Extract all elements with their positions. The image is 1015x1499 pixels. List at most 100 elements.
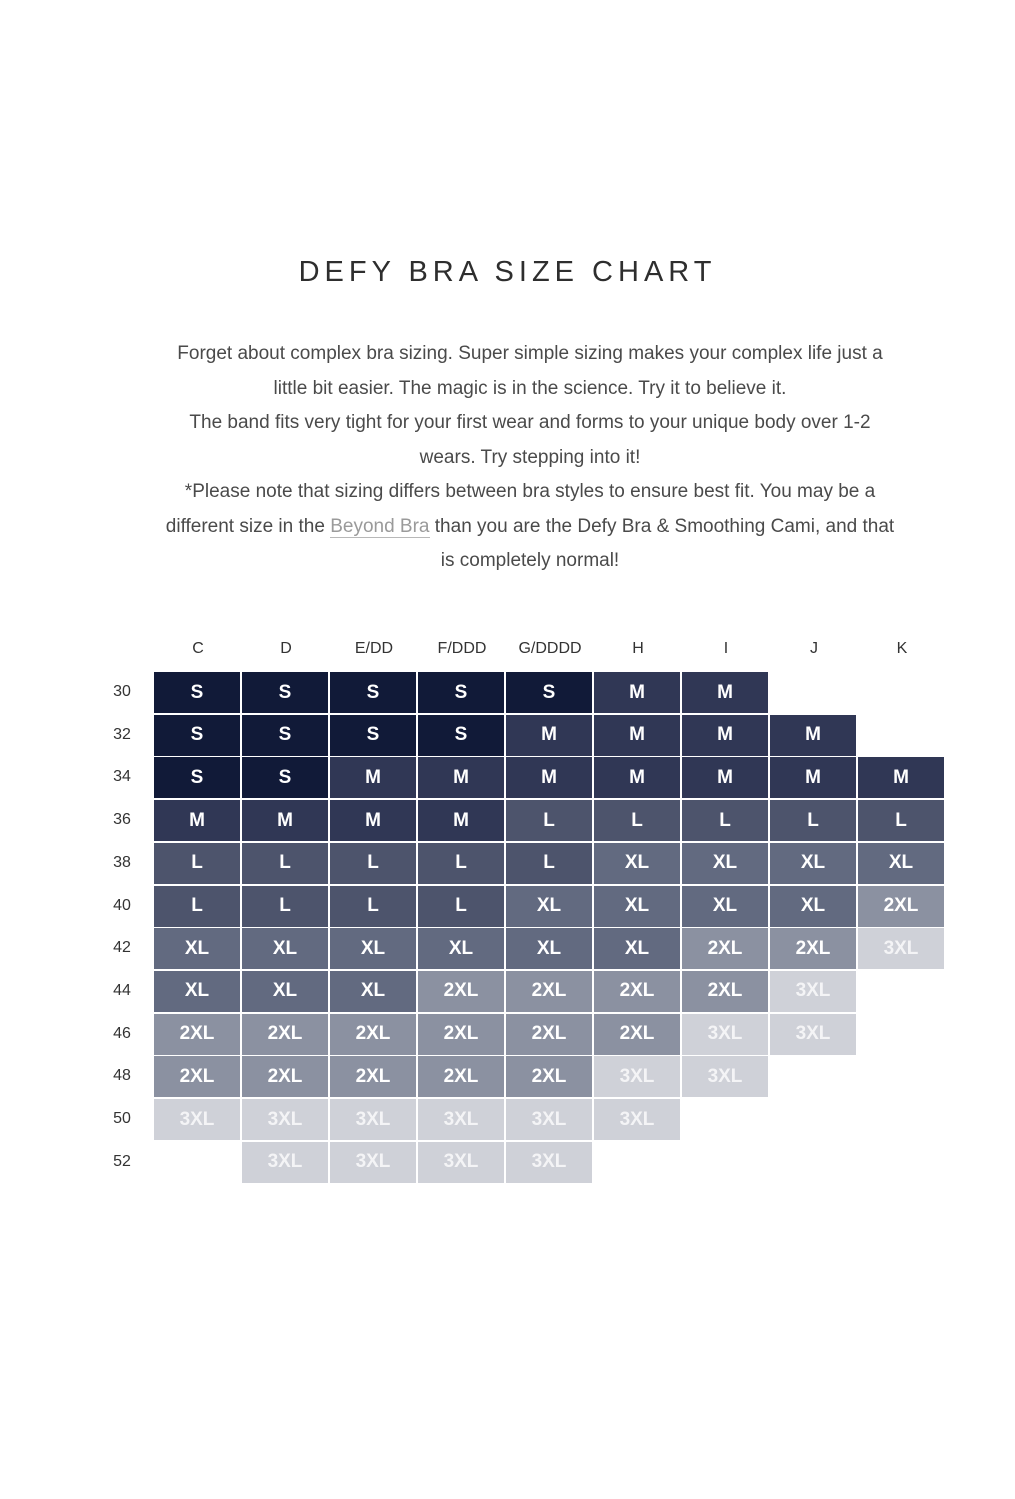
- intro-line: The band fits very tight for your first …: [189, 412, 871, 433]
- row-header: 40: [113, 896, 131, 914]
- size-cell: 3XL: [330, 1141, 416, 1183]
- size-cell: XL: [506, 928, 592, 970]
- size-cell: XL: [242, 970, 328, 1012]
- intro-line: different size in the Beyond Bra than yo…: [100, 510, 960, 545]
- column-header: J: [810, 640, 818, 657]
- size-cell: XL: [418, 928, 504, 970]
- size-cell: 2XL: [506, 970, 592, 1012]
- size-cell: 2XL: [594, 970, 680, 1012]
- size-cell: S: [242, 672, 328, 713]
- row-header: 38: [113, 853, 131, 871]
- size-cell: 2XL: [506, 1056, 592, 1098]
- size-cell: M: [858, 757, 944, 799]
- intro-line: wears. Try stepping into it!: [419, 446, 641, 468]
- size-cell: L: [418, 885, 504, 927]
- size-cell: S: [154, 714, 240, 756]
- size-cell: 3XL: [682, 1013, 768, 1055]
- size-cell: 3XL: [242, 1141, 328, 1183]
- size-cell: 3XL: [594, 1099, 680, 1140]
- size-cell: XL: [594, 928, 680, 970]
- column-header: G/DDDD: [518, 640, 582, 657]
- size-cell: L: [154, 885, 240, 927]
- intro-line: *Please note that sizing differs between…: [184, 481, 876, 502]
- size-cell: XL: [682, 842, 768, 884]
- size-cell: 2XL: [242, 1056, 328, 1098]
- size-cell: XL: [330, 928, 416, 970]
- size-cell: XL: [242, 928, 328, 970]
- beyond-bra-link[interactable]: Beyond Bra: [330, 515, 430, 538]
- column-header: E/DD: [354, 640, 394, 657]
- size-cell: L: [682, 800, 768, 842]
- size-cell: XL: [506, 885, 592, 927]
- size-cell: S: [330, 714, 416, 756]
- row-header: 30: [113, 683, 131, 700]
- size-cell: 2XL: [682, 928, 768, 970]
- size-cell: S: [242, 757, 328, 799]
- row-header: 36: [113, 811, 131, 829]
- size-cell: M: [418, 800, 504, 842]
- row-header: 34: [113, 768, 131, 786]
- size-cell: M: [770, 757, 856, 799]
- size-cell: 2XL: [418, 1013, 504, 1055]
- size-cell: 3XL: [858, 928, 944, 970]
- size-cell: M: [682, 714, 768, 756]
- size-cell: 2XL: [330, 1013, 416, 1055]
- column-header: K: [896, 640, 908, 657]
- size-cell: XL: [154, 928, 240, 970]
- size-cell: S: [330, 672, 416, 713]
- size-cell: 3XL: [330, 1099, 416, 1140]
- size-cell: 3XL: [682, 1056, 768, 1098]
- size-cell: M: [506, 757, 592, 799]
- row-header: 42: [113, 939, 131, 957]
- size-cell: L: [506, 800, 592, 842]
- size-cell: 2XL: [594, 1013, 680, 1055]
- size-cell: M: [682, 757, 768, 799]
- size-cell: L: [242, 842, 328, 884]
- size-cell: L: [770, 800, 856, 842]
- row-header: 46: [113, 1024, 131, 1042]
- row-header: 44: [113, 981, 131, 999]
- size-cell: XL: [330, 970, 416, 1012]
- size-cell: M: [594, 714, 680, 756]
- size-cell: 2XL: [770, 928, 856, 970]
- size-cell: XL: [682, 885, 768, 927]
- size-cell: 3XL: [418, 1141, 504, 1183]
- size-cell: L: [858, 800, 944, 842]
- size-cell: M: [506, 714, 592, 756]
- row-header: 48: [113, 1067, 131, 1085]
- intro-text-segment: different size in the: [165, 515, 331, 537]
- size-cell: 3XL: [418, 1099, 504, 1140]
- size-cell: S: [506, 672, 592, 713]
- intro-line: Forget about complex bra sizing. Super s…: [177, 343, 883, 364]
- column-header: D: [280, 640, 292, 657]
- size-cell: L: [330, 885, 416, 927]
- size-cell: M: [682, 672, 768, 713]
- column-header: F/DDD: [437, 640, 487, 657]
- size-cell: S: [242, 714, 328, 756]
- size-cell: S: [154, 672, 240, 713]
- column-header: I: [723, 640, 729, 657]
- row-header: 32: [113, 725, 131, 743]
- size-cell: M: [594, 672, 680, 713]
- size-cell: 3XL: [506, 1141, 592, 1183]
- intro-line: little bit easier. The magic is in the s…: [273, 377, 787, 399]
- size-cell: M: [154, 800, 240, 842]
- size-cell: M: [594, 757, 680, 799]
- intro-text: Forget about complex bra sizing. Super s…: [100, 337, 960, 579]
- size-cell: XL: [594, 842, 680, 884]
- size-cell: 2XL: [330, 1056, 416, 1098]
- size-cell: L: [330, 842, 416, 884]
- size-cell: XL: [154, 970, 240, 1012]
- size-cell: 2XL: [154, 1013, 240, 1055]
- size-cell: 3XL: [506, 1099, 592, 1140]
- size-cell: XL: [770, 885, 856, 927]
- size-cell: 3XL: [154, 1099, 240, 1140]
- size-cell: 2XL: [242, 1013, 328, 1055]
- intro-text-segment: than you are the Defy Bra & Smoothing Ca…: [429, 515, 895, 537]
- size-cell: 3XL: [242, 1099, 328, 1140]
- row-header: 52: [113, 1152, 131, 1170]
- size-cell: L: [418, 842, 504, 884]
- intro-line: is completely normal!: [440, 550, 620, 571]
- size-cell: 2XL: [858, 885, 944, 927]
